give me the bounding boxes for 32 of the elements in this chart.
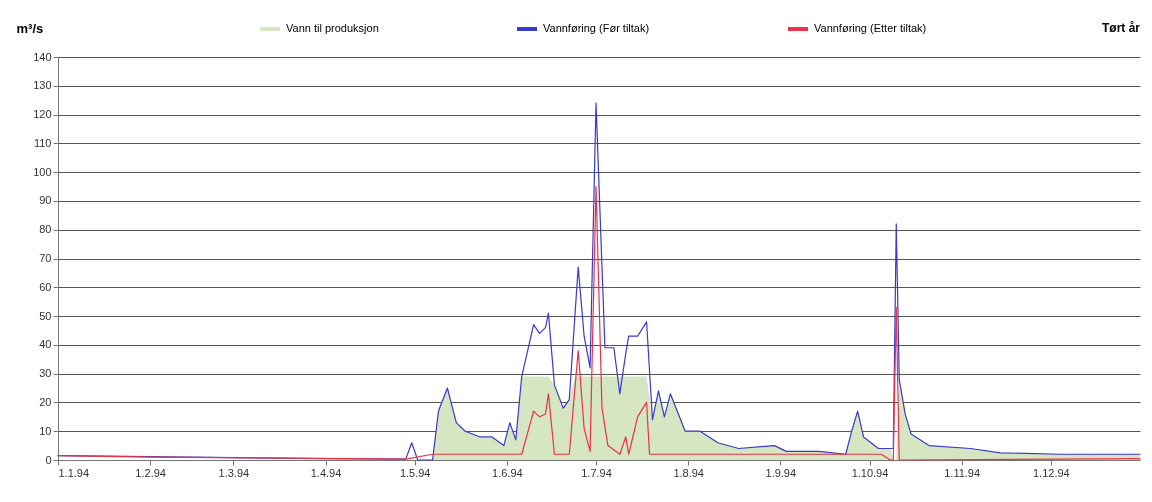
chart-title: Tørt år (1101, 21, 1141, 35)
x-tick-label: 1.2.94 (135, 466, 166, 479)
y-tick-label: 40 (39, 338, 52, 351)
legend-label: Vann til produksjon (286, 22, 379, 34)
x-tick-label: 1.5.94 (399, 466, 431, 479)
y-tick-label: 70 (39, 252, 52, 264)
legend-label: Vannføring (Etter tiltak) (814, 22, 927, 34)
y-axis-title: m³/s (16, 20, 44, 36)
y-tick-label: 110 (33, 136, 52, 149)
x-tick-label: 1.6.94 (492, 466, 523, 479)
x-tick-label: 1.7.94 (581, 466, 612, 479)
y-tick-label: 130 (33, 79, 52, 92)
x-tick-label: 1.12.94 (1032, 466, 1070, 479)
x-tick-label: 1.9.94 (765, 466, 797, 479)
y-tick-label: 80 (39, 223, 52, 236)
x-tick-label: 1.10.94 (851, 466, 889, 479)
legend-label: Vannføring (Før tiltak) (543, 22, 650, 34)
x-tick-label: 1.8.94 (673, 466, 704, 479)
y-tick-label: 10 (39, 424, 52, 437)
x-tick-label: 1.11.94 (944, 466, 981, 479)
y-tick-label: 90 (39, 194, 52, 207)
y-tick-label: 100 (33, 165, 52, 178)
y-tick-label: 30 (39, 367, 52, 380)
x-tick-label: 1.4.94 (310, 466, 342, 479)
y-tick-label: 50 (39, 309, 52, 322)
y-tick-label: 120 (33, 108, 52, 121)
y-tick-label: 20 (39, 395, 52, 408)
y-tick-label: 60 (39, 280, 52, 293)
y-tick-label: 0 (45, 453, 52, 466)
y-tick-label: 140 (33, 50, 52, 63)
x-tick-label: 1.1.94 (58, 466, 90, 479)
x-tick-label: 1.3.94 (218, 466, 250, 479)
